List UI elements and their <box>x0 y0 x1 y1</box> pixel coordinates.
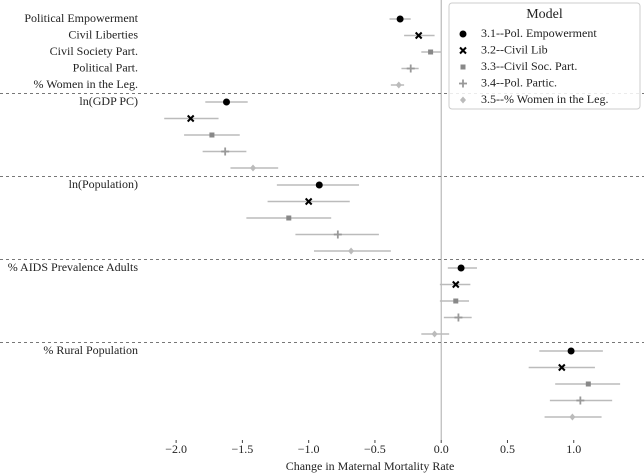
marker-circle <box>457 264 465 272</box>
legend-label: 3.2--Civil Lib <box>481 42 548 56</box>
row-label: Political Empowerment <box>24 11 138 25</box>
marker-shape <box>453 298 459 304</box>
marker-shape <box>348 247 355 255</box>
row-label: Political Part. <box>73 60 138 74</box>
marker-shape <box>304 197 313 206</box>
marker-diamond <box>250 164 257 172</box>
marker-square <box>286 215 292 221</box>
x-tick-label: −2.0 <box>165 442 187 456</box>
marker-diamond <box>348 247 355 255</box>
row-label: % Women in the Leg. <box>34 77 138 91</box>
marker-shape <box>286 215 292 221</box>
marker-shape <box>250 164 257 172</box>
marker-diamond <box>395 81 402 89</box>
marker-shape <box>460 96 466 104</box>
marker-plus <box>333 230 342 239</box>
marker-plus <box>576 396 585 405</box>
row-label: Civil Society Part. <box>50 44 138 58</box>
marker-diamond <box>460 96 466 104</box>
marker-circle <box>222 98 230 106</box>
marker-shape <box>558 363 566 372</box>
marker-x <box>304 197 313 206</box>
legend-label: 3.1--Pol. Empowerment <box>481 26 597 40</box>
marker-circle <box>396 15 404 23</box>
marker-plus <box>459 79 467 88</box>
row-label: % AIDS Prevalence Adults <box>8 260 139 274</box>
marker-circle <box>567 347 575 355</box>
marker-plus <box>406 64 415 73</box>
marker-square <box>209 132 215 138</box>
marker-square <box>428 49 434 55</box>
legend-box <box>448 2 641 110</box>
row-label: ln(Population) <box>69 177 138 191</box>
marker-shape <box>460 64 466 70</box>
x-tick-label: 0.5 <box>500 442 515 456</box>
legend-title: Model <box>526 7 563 22</box>
marker-diamond <box>431 330 438 338</box>
marker-shape <box>459 46 467 55</box>
marker-shape <box>457 264 465 272</box>
marker-square <box>453 298 459 304</box>
marker-square <box>460 64 466 70</box>
legend-label: 3.3--Civil Soc. Part. <box>481 59 577 73</box>
x-axis-label: Change in Maternal Mortality Rate <box>286 459 455 473</box>
marker-x <box>558 363 566 372</box>
marker-shape <box>396 15 404 23</box>
marker-circle <box>315 181 323 189</box>
legend-label: 3.4--Pol. Partic. <box>481 75 557 89</box>
marker-shape <box>209 132 215 138</box>
marker-square <box>585 381 591 387</box>
x-tick-label: −1.0 <box>298 442 320 456</box>
marker-shape <box>567 347 575 355</box>
x-tick-label: 0.0 <box>434 442 449 456</box>
marker-x <box>414 31 423 40</box>
x-tick-label: −1.5 <box>232 442 254 456</box>
marker-shape <box>187 114 195 123</box>
marker-x <box>452 280 460 289</box>
marker-shape <box>459 30 467 38</box>
legend: Model 3.1--Pol. Empowerment 3.2--Civil Lib… <box>448 2 641 110</box>
marker-shape <box>315 181 323 189</box>
row-label: Civil Liberties <box>68 27 138 41</box>
marker-circle <box>459 30 467 38</box>
x-tick-label: 1.0 <box>566 442 581 456</box>
marker-shape <box>569 413 576 421</box>
marker-x <box>187 114 195 123</box>
marker-shape <box>395 81 402 89</box>
marker-shape <box>414 31 423 40</box>
row-label: ln(GDP PC) <box>79 94 138 108</box>
marker-shape <box>585 381 591 387</box>
marker-plus <box>454 313 463 322</box>
legend-label: 3.5--% Women in the Leg. <box>481 92 608 106</box>
x-tick-label: −0.5 <box>364 442 386 456</box>
marker-shape <box>452 280 460 289</box>
marker-shape <box>222 98 230 106</box>
marker-diamond <box>569 413 576 421</box>
row-label: % Rural Population <box>43 343 138 357</box>
marker-x <box>459 46 467 55</box>
marker-shape <box>428 49 434 55</box>
marker-plus <box>221 147 230 156</box>
marker-shape <box>431 330 438 338</box>
